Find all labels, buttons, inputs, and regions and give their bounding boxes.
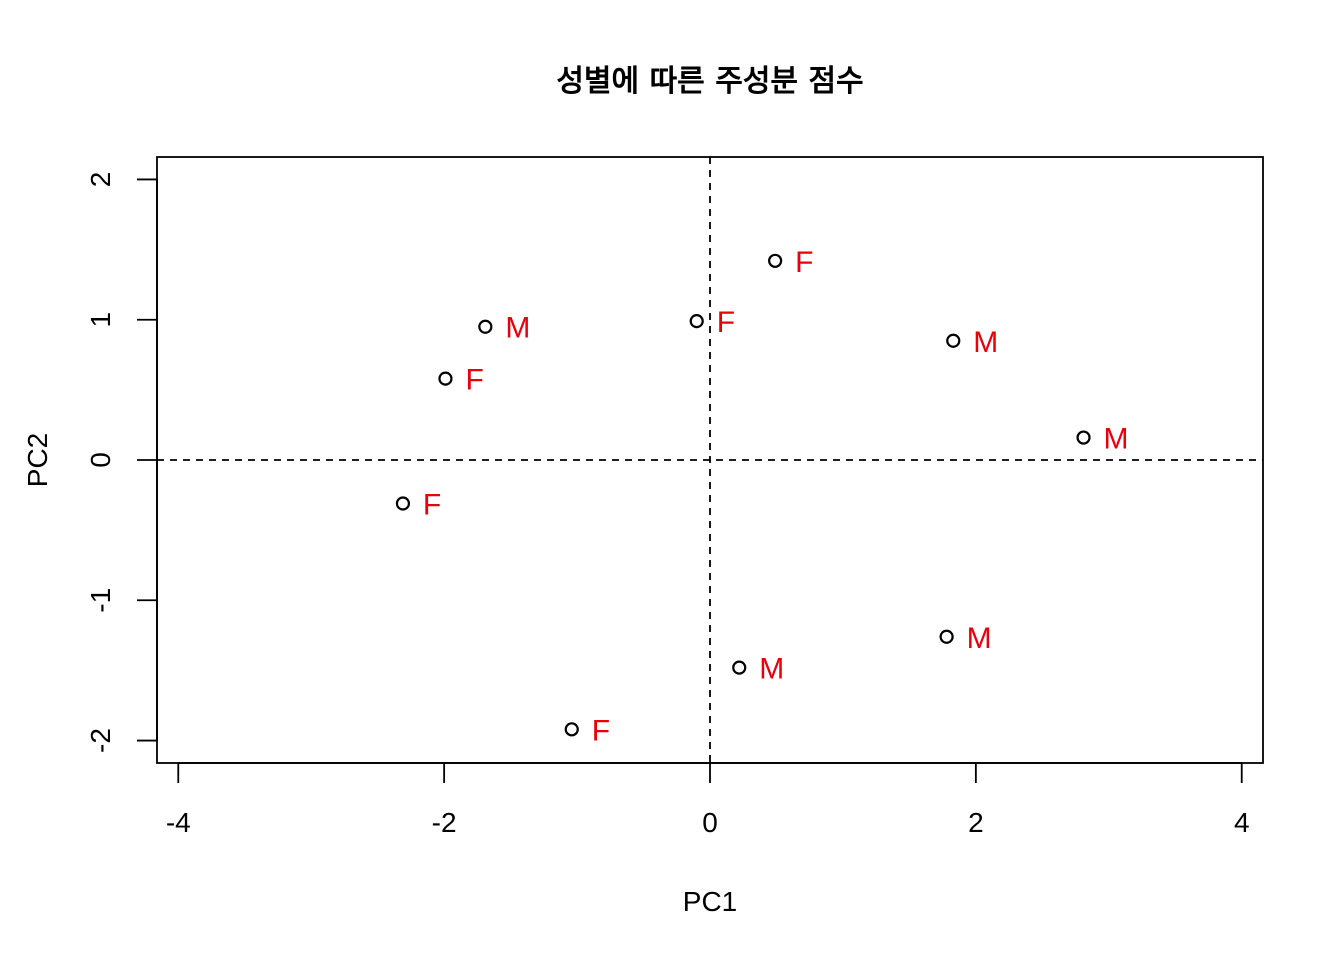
data-point-label: M	[505, 312, 530, 345]
y-axis: -2 -1 0 1 2	[85, 172, 158, 753]
y-axis-label: PC2	[22, 433, 53, 487]
data-point-label: M	[759, 653, 784, 686]
y-tick-label: 0	[85, 452, 116, 468]
y-tick-label: -2	[85, 728, 116, 753]
x-axis-label: PC1	[683, 886, 737, 917]
data-point	[732, 660, 747, 675]
data-point-label: F	[592, 714, 610, 747]
data-point-label: F	[465, 364, 483, 397]
x-axis: -4 -2 0 2 4	[166, 762, 1250, 838]
data-point	[438, 371, 453, 386]
x-tick-label: 4	[1234, 807, 1250, 838]
x-tick-label: -4	[166, 807, 191, 838]
data-point	[478, 319, 493, 334]
y-tick-label: 2	[85, 172, 116, 188]
data-point-label: F	[795, 246, 813, 279]
data-point	[395, 496, 411, 511]
y-tick-label: -1	[85, 588, 116, 613]
data-point-label: F	[423, 488, 441, 521]
data-point	[939, 629, 954, 644]
data-point-label: F	[717, 306, 735, 339]
x-tick-label: -2	[432, 807, 457, 838]
data-point	[768, 253, 783, 268]
data-point	[1076, 430, 1091, 445]
x-tick-label: 2	[968, 807, 984, 838]
x-tick-label: 0	[702, 807, 718, 838]
data-point-label: M	[967, 622, 992, 655]
reference-lines	[157, 157, 1263, 763]
data-point	[564, 722, 579, 737]
chart-title: 성별에 따른 주성분 점수	[556, 64, 863, 99]
data-point	[946, 333, 961, 348]
data-point-label: M	[973, 326, 998, 359]
data-point	[689, 314, 704, 329]
y-tick-label: 1	[85, 312, 116, 328]
data-point-label: M	[1104, 423, 1129, 456]
